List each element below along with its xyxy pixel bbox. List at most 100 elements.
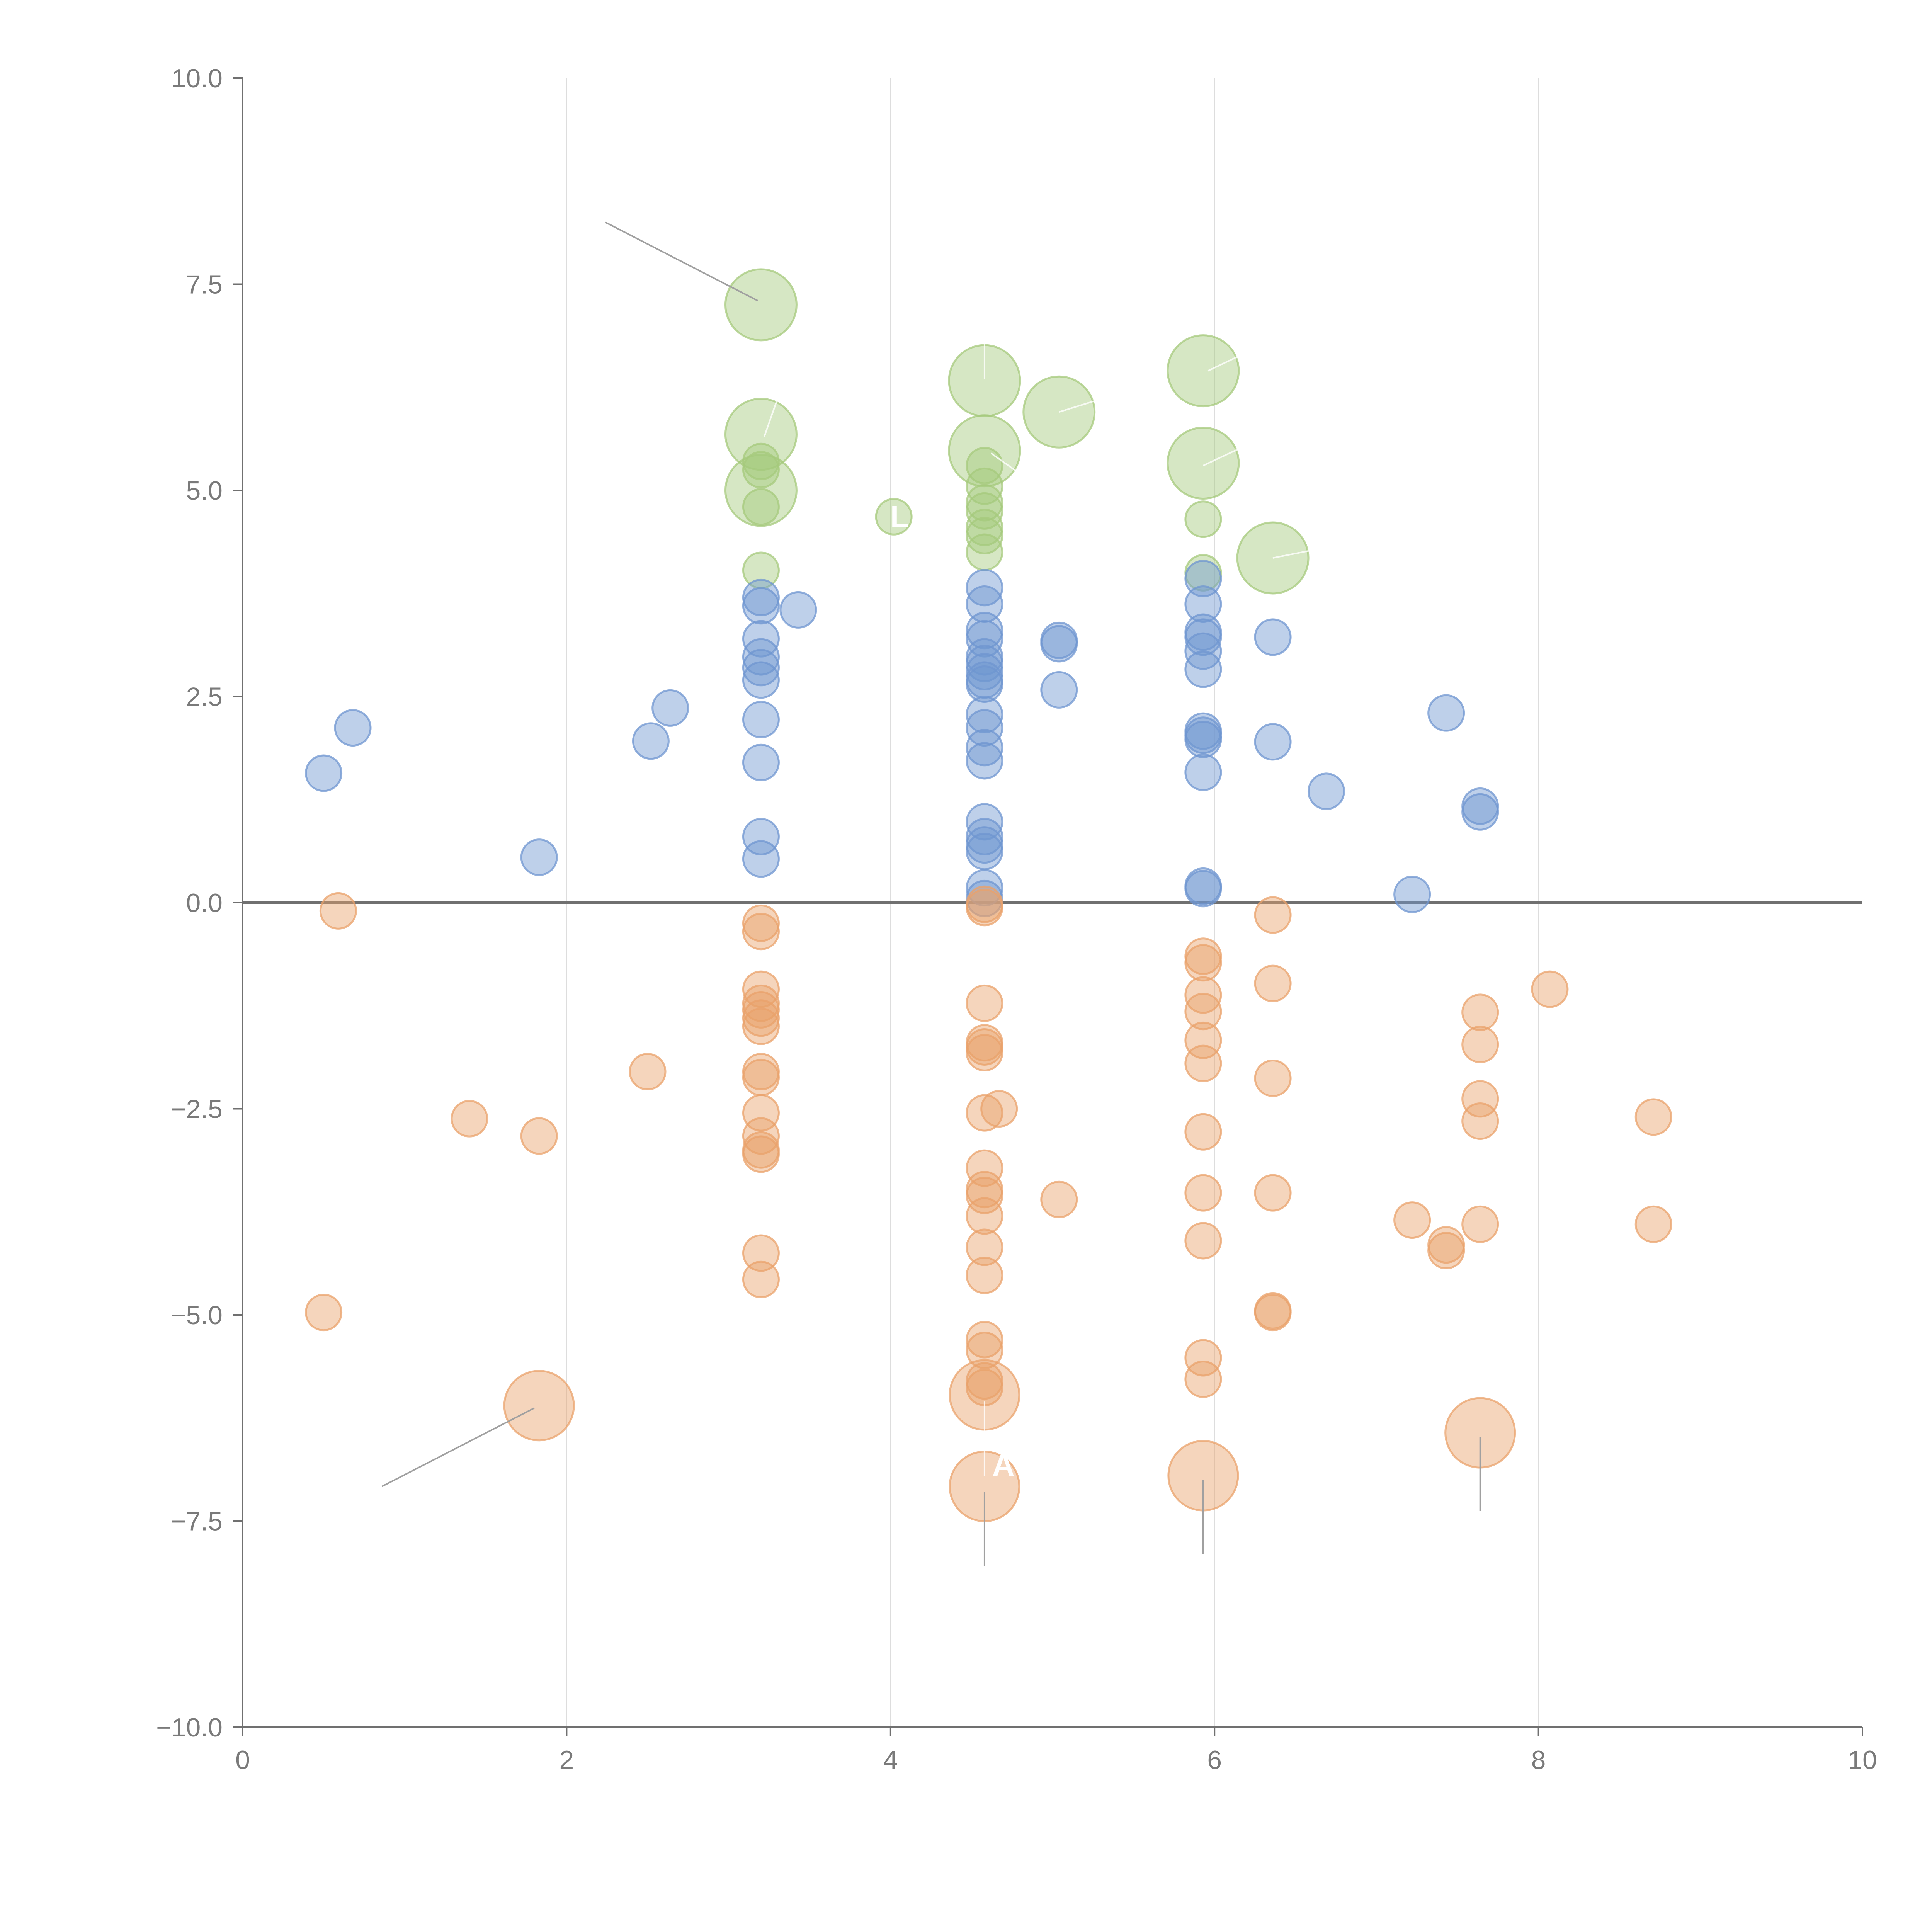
- axes: 0 2 4 6 8 10 10.0 7.5 5.0 2.5 0.0 −2.5 −5.0 −7.5 −10.0: [156, 64, 1877, 1775]
- x-tick-label: 6: [1207, 1745, 1222, 1775]
- green-point: [724, 398, 798, 471]
- blue-point: [1393, 876, 1431, 913]
- green-point: [742, 442, 780, 480]
- orange-point: [451, 1100, 488, 1138]
- blue-point: [1040, 671, 1078, 709]
- blue-point: [1184, 753, 1222, 791]
- leader-line: [1203, 444, 1247, 466]
- y-tick-label: 5.0: [186, 476, 223, 505]
- x-tick-label: 10: [1848, 1745, 1877, 1775]
- blue-point: [742, 701, 780, 738]
- green-point: [1167, 334, 1240, 408]
- orange-point: [1184, 1113, 1222, 1151]
- orange-point: [1184, 1044, 1222, 1082]
- data-points: [305, 268, 1672, 1522]
- orange-point: [1184, 993, 1222, 1031]
- orange-point: [1184, 944, 1222, 982]
- blue-point: [1184, 720, 1222, 758]
- orange-point: [966, 984, 1003, 1022]
- blue-point: [742, 638, 780, 676]
- blue-point: [1427, 694, 1465, 732]
- annotation-label: A: [992, 1448, 1015, 1482]
- blue-point: [966, 818, 1003, 855]
- blue-point: [742, 661, 780, 699]
- orange-point: [1184, 1222, 1222, 1260]
- leader-line: [1208, 345, 1260, 372]
- orange-point: [1393, 1201, 1431, 1239]
- orange-point: [1184, 1021, 1222, 1059]
- orange-point: [742, 1135, 780, 1173]
- orange-point: [1040, 1180, 1078, 1218]
- blue-point: [1254, 618, 1292, 656]
- orange-point: [1184, 1360, 1222, 1398]
- orange-point: [966, 889, 1003, 927]
- orange-point: [1184, 976, 1222, 1014]
- orange-point: [742, 1058, 780, 1096]
- orange-point: [966, 1228, 1003, 1266]
- orange-point: [966, 1257, 1003, 1294]
- orange-point: [742, 1007, 780, 1045]
- blue-point: [1461, 793, 1499, 831]
- orange-point: [305, 1294, 343, 1332]
- orange-point: [980, 1090, 1018, 1128]
- green-point: [966, 533, 1003, 571]
- blue-point: [742, 818, 780, 855]
- orange-point: [1461, 993, 1499, 1031]
- green-point: [1184, 500, 1222, 538]
- leader-line: [990, 452, 1021, 474]
- y-tick-label: −2.5: [171, 1095, 223, 1124]
- green-point: [742, 488, 780, 526]
- orange-point: [1254, 1174, 1292, 1212]
- blue-point: [966, 803, 1003, 841]
- orange-point: [742, 1234, 780, 1272]
- blue-point: [966, 645, 1003, 682]
- orange-point: [1184, 1174, 1222, 1212]
- blue-point: [966, 653, 1003, 690]
- blue-point: [1184, 618, 1222, 656]
- annotation-label: L: [890, 500, 909, 534]
- blue-point: [334, 709, 372, 747]
- leader-line: [381, 1407, 535, 1487]
- x-tick-label: 4: [883, 1745, 898, 1775]
- x-tick-label: 8: [1531, 1745, 1546, 1775]
- blue-point: [1184, 870, 1222, 908]
- orange-point: [1254, 964, 1292, 1002]
- green-point: [1167, 427, 1240, 500]
- blue-point: [520, 838, 558, 876]
- orange-point: [1254, 1294, 1292, 1332]
- blue-point: [1184, 585, 1222, 623]
- blue-point: [966, 869, 1003, 907]
- y-tick-label: −5.0: [171, 1301, 223, 1330]
- blue-point: [966, 729, 1003, 767]
- orange-point: [1461, 1205, 1499, 1243]
- green-point: [966, 517, 1003, 554]
- orange-point: [319, 892, 357, 930]
- y-tick-label: 7.5: [186, 270, 223, 299]
- x-tick-label: 0: [235, 1745, 250, 1775]
- orange-point: [1634, 1205, 1672, 1243]
- green-point: [724, 268, 798, 342]
- orange-point: [742, 1094, 780, 1132]
- leader-line: [1059, 391, 1126, 413]
- green-point: [966, 447, 1003, 485]
- orange-point: [742, 1260, 780, 1298]
- blue-point: [966, 612, 1003, 650]
- blue-point: [1184, 560, 1222, 597]
- y-tick-label: 2.5: [186, 682, 223, 712]
- orange-point: [1254, 896, 1292, 934]
- blue-point: [651, 689, 689, 727]
- blue-point: [1040, 625, 1078, 663]
- orange-point: [629, 1053, 667, 1090]
- orange-point: [966, 1149, 1003, 1187]
- orange-point: [1184, 1339, 1222, 1377]
- blue-point: [742, 743, 780, 781]
- blue-point: [966, 696, 1003, 733]
- leader-line: [763, 399, 778, 437]
- blue-point: [1254, 723, 1292, 761]
- blue-point: [742, 578, 780, 616]
- leader-lines: [381, 221, 1481, 1566]
- orange-point: [1461, 1026, 1499, 1063]
- orange-point: [966, 1197, 1003, 1235]
- blue-point: [632, 722, 670, 760]
- x-tick-label: 2: [559, 1745, 574, 1775]
